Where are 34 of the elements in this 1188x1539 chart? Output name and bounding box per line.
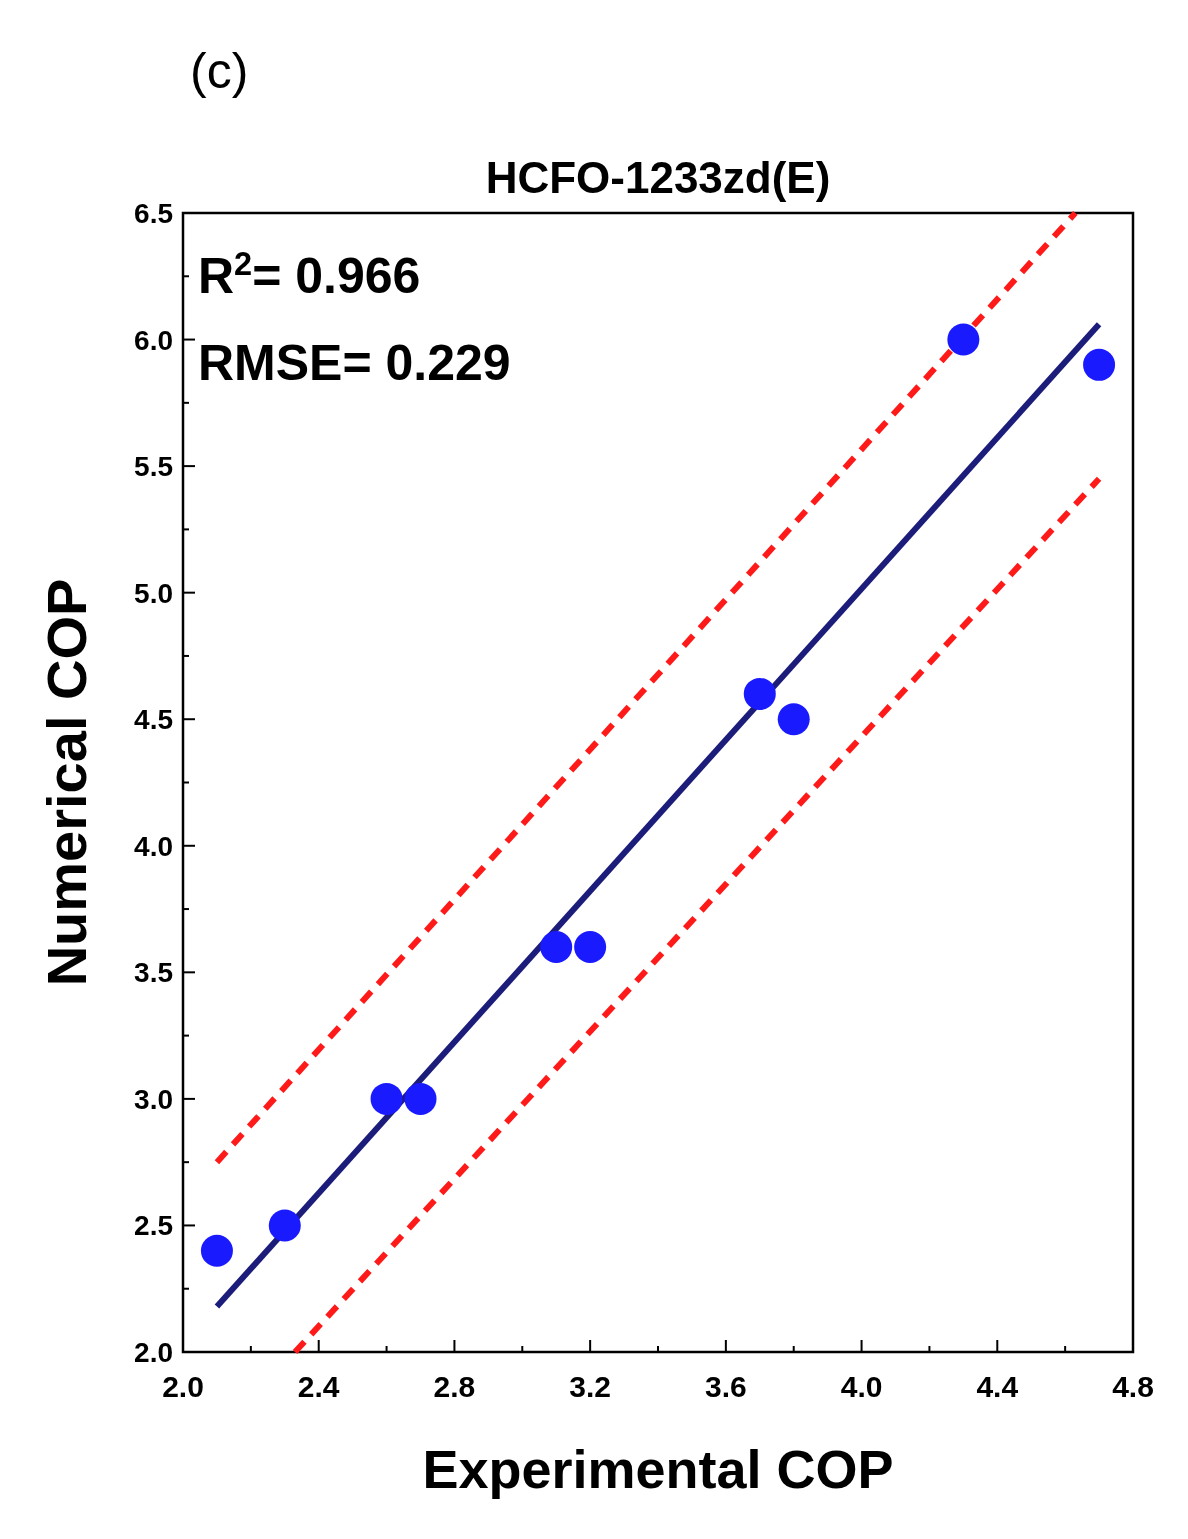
x-tick-label: 4.4 [976, 1370, 1019, 1403]
y-tick-label: 6.5 [134, 198, 173, 229]
x-tick-label: 2.4 [297, 1370, 340, 1403]
x-tick-label: 4.8 [1112, 1370, 1154, 1403]
point [947, 323, 980, 356]
y-tick-label: 5.5 [134, 451, 173, 483]
x-axis-title: Experimental COP [422, 1439, 894, 1499]
point [540, 931, 573, 964]
point [404, 1082, 437, 1115]
point [1083, 348, 1116, 381]
point [777, 703, 810, 736]
x-tick-label: 3.2 [569, 1370, 611, 1403]
point [200, 1234, 233, 1267]
y-tick-label: 2.5 [134, 1210, 173, 1242]
chart-title: HCFO-1233zd(E) [485, 153, 831, 202]
x-tick-label: 4.0 [840, 1370, 883, 1403]
y-tick-label: 2.0 [134, 1337, 173, 1368]
y-tick-label: 6.0 [134, 324, 173, 356]
x-tick-label: 3.6 [705, 1370, 747, 1403]
x-tick-label: 2.0 [162, 1370, 204, 1403]
y-tick-label: 3.5 [134, 957, 173, 989]
y-tick-label: 4.5 [134, 704, 173, 736]
annotation: RMSE= 0.229 [198, 335, 511, 391]
point [370, 1082, 403, 1115]
y-tick-label: 4.0 [134, 830, 173, 862]
point [574, 931, 607, 964]
text: (c) [190, 43, 249, 99]
annotation: R$^{2}$= 0.966 [198, 246, 421, 304]
y-tick-label: 5.0 [134, 577, 173, 609]
x-tick-label: 2.8 [433, 1370, 476, 1403]
point [743, 677, 776, 710]
y-tick-label: 3.0 [134, 1083, 173, 1115]
point [268, 1209, 301, 1242]
y-axis-title: Numerical COP [35, 578, 98, 987]
